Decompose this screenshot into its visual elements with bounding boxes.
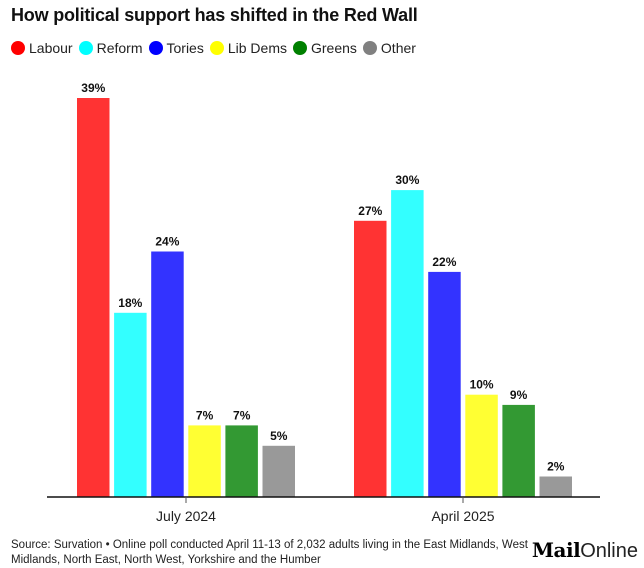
legend-label-other: Other — [380, 40, 416, 56]
bar-lib-dems-april-2025 — [465, 394, 498, 497]
legend: Labour Reform Tories Lib Dems Greens Oth… — [11, 40, 422, 56]
bar-tories-april-2025 — [428, 271, 461, 497]
legend-dot-other — [362, 41, 377, 55]
legend-dot-labour — [11, 41, 25, 55]
source-note: Source: Survation • Online poll conducte… — [11, 539, 528, 566]
bar-other-april-2025 — [539, 476, 572, 497]
bar-other-july-2024 — [262, 445, 295, 497]
legend-dot-lib-dems — [209, 41, 224, 55]
value-label-lib-dems-july-2024: 7% — [196, 408, 214, 422]
legend-item-reform: Reform — [78, 40, 143, 56]
bar-chart: 39% 18% 24% 7% 7% 5% 27% 30% 22% 10% 9% 2% July 202… — [47, 81, 600, 524]
legend-label-tories: Tories — [166, 40, 204, 56]
chart-title: How political support has shifted in the… — [11, 5, 418, 25]
value-label-other-july-2024: 5% — [270, 429, 288, 443]
value-label-tories-april-2025: 22% — [432, 255, 456, 269]
brand-online: Online — [580, 540, 638, 562]
mail-online-logo: MailOnline — [532, 538, 638, 563]
value-label-labour-july-2024: 39% — [81, 81, 105, 95]
value-labels-layer: 39% 18% 24% 7% 7% 5% 27% 30% 22% 10% 9% 2% — [81, 81, 565, 474]
bar-reform-july-2024 — [114, 312, 147, 497]
x-tick-label-april-2025: April 2025 — [431, 508, 494, 524]
legend-item-tories: Tories — [148, 40, 204, 56]
legend-dot-tories — [148, 41, 163, 55]
bar-labour-april-2025 — [354, 220, 387, 498]
bar-greens-july-2024 — [225, 425, 258, 497]
legend-dot-reform — [78, 41, 93, 55]
value-label-tories-july-2024: 24% — [155, 235, 179, 249]
x-ticks-layer: July 2024 April 2025 — [156, 497, 495, 524]
bar-reform-april-2025 — [391, 190, 424, 497]
value-label-greens-july-2024: 7% — [233, 408, 251, 422]
bar-labour-july-2024 — [77, 98, 110, 497]
legend-item-other: Other — [362, 40, 416, 56]
legend-item-labour: Labour — [11, 40, 73, 56]
value-label-other-april-2025: 2% — [547, 460, 565, 474]
x-tick-label-july-2024: July 2024 — [156, 508, 216, 524]
legend-item-greens: Greens — [293, 40, 357, 56]
value-label-lib-dems-april-2025: 10% — [470, 378, 494, 392]
value-label-reform-april-2025: 30% — [395, 173, 419, 187]
legend-label-labour: Labour — [29, 40, 73, 56]
bar-tories-july-2024 — [151, 251, 184, 497]
value-label-greens-april-2025: 9% — [510, 388, 528, 402]
legend-item-lib-dems: Lib Dems — [209, 40, 287, 56]
bars-layer — [77, 98, 572, 498]
legend-label-lib-dems: Lib Dems — [227, 40, 287, 56]
legend-label-greens: Greens — [311, 40, 357, 56]
value-label-labour-april-2025: 27% — [358, 204, 382, 218]
bar-lib-dems-july-2024 — [188, 425, 221, 497]
bar-greens-april-2025 — [502, 404, 535, 497]
legend-dot-greens — [293, 41, 307, 55]
brand-mail: Mail — [531, 538, 581, 562]
legend-label-reform: Reform — [96, 40, 143, 56]
value-label-reform-july-2024: 18% — [118, 296, 142, 310]
